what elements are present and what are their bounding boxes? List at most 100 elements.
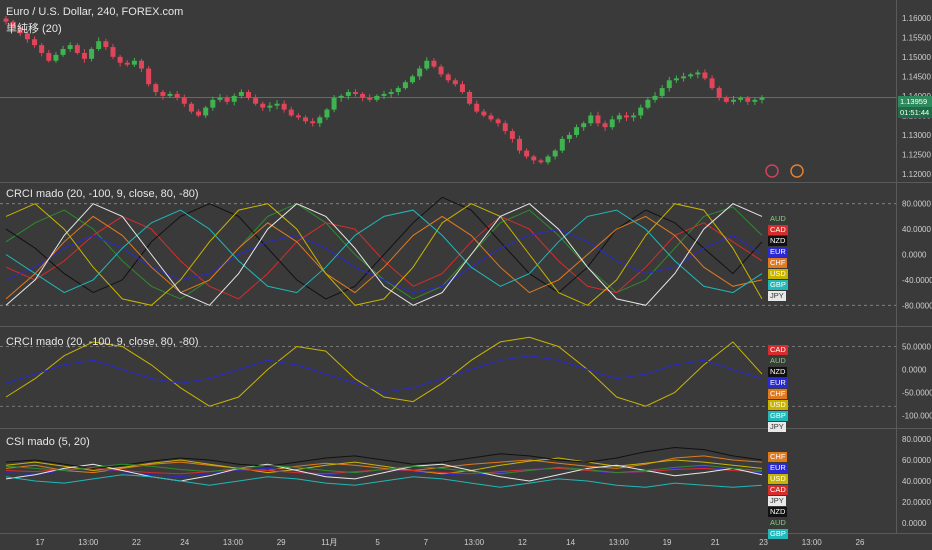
series-line-jpy [5,203,763,306]
time-axis-tick: 7 [424,538,429,547]
candle-body [652,95,658,100]
candle-body [146,68,152,85]
time-axis-tick: 23 [759,538,768,547]
candle-body [317,117,323,124]
candle-body [595,115,601,124]
candle-body [638,107,644,116]
currency-tag-jpy: JPY [768,422,786,432]
candle-body [281,103,287,110]
time-axis-tick: 11月 [321,538,337,547]
candle-body [46,52,52,61]
candle-body [210,99,216,108]
indicator-axis-tick: 0.0000 [902,519,927,528]
candle-body [167,93,173,96]
candle-body [388,92,394,94]
candle-body [381,93,387,96]
candle-body [67,45,73,50]
event-icon [790,164,804,178]
price-axis-tick: 1.14500 [902,72,931,81]
price-axis-tick: 1.13000 [902,131,931,140]
currency-tag-eur: EUR [768,247,788,257]
indicator-axis-tick: 80.0000 [902,200,931,209]
currency-tag-chf: CHF [768,389,788,399]
candle-body [153,84,159,92]
candle-body [338,95,344,98]
series-line-aud [5,463,763,475]
series-line-nzd [5,446,763,469]
candle-body [17,27,23,34]
candle-body [566,134,572,139]
candle-body [702,72,708,79]
currency-tag-jpy: JPY [768,496,786,506]
candle-body [260,103,266,108]
candle-body [139,60,145,69]
candle-body [89,49,95,59]
candle-body [181,97,187,104]
candle-body [267,105,273,108]
price-axis-tick: 1.12000 [902,170,931,179]
candle-body [424,60,430,69]
indicator-axis-tick: 60.0000 [902,456,931,465]
candle-body [410,76,416,83]
candle-body [103,41,109,48]
indicator-axis-tick: 40.0000 [902,225,931,234]
currency-tag-gbp: GBP [768,411,788,421]
candle-body [110,47,116,57]
price-axis-tick: 1.12500 [902,151,931,160]
indicator-axis-tick: 0.0000 [902,365,927,374]
candle-body [616,115,622,120]
indicator-axis-tick: -50.0000 [902,388,932,397]
crci-panel-2-title: CRCI mado (20, -100, 9, close, 80, -80) [6,336,199,348]
candle-body [196,111,202,116]
currency-tag-nzd: NZD [768,367,788,377]
candle-body [96,41,102,50]
candle-body [545,156,551,163]
candle-body [631,115,637,118]
candle-body [524,150,530,157]
currency-tag-nzd: NZD [768,507,788,517]
symbol-title: Euro / U.S. Dollar, 240, FOREX.com [6,6,184,18]
candle-body [452,80,458,85]
series-line-gbp [5,209,763,294]
csi-panel-title: CSI mado (5, 20) [6,436,90,448]
indicator-axis-tick: -100.0000 [902,411,932,420]
series-line-usd [5,203,763,306]
candle-body [445,74,451,81]
candle-body [531,156,537,161]
indicator-axis-tick: 20.0000 [902,498,931,507]
time-axis-tick: 26 [856,538,865,547]
candle-body [203,107,209,116]
currency-tag-jpy: JPY [768,291,786,301]
candle-body [231,95,237,102]
candle-body [659,88,665,96]
indicator-axis-tick: 0.0000 [902,251,927,260]
candle-body [24,33,30,40]
candle-body [32,39,38,46]
candle-body [609,119,615,128]
event-icon [765,164,779,178]
ma-indicator-title: 単純移 (20) [6,23,62,35]
candle-body [324,109,330,118]
candle-body [374,95,380,100]
last-price-label: 1.13959 [898,96,932,107]
series-line-eur [5,228,763,294]
series-line-usd [5,336,763,407]
price-axis-tick: 1.15500 [902,33,931,42]
currency-tag-eur: EUR [768,378,788,388]
candle-body [738,97,744,100]
currency-tag-usd: USD [768,474,788,484]
time-axis-tick: 19 [663,538,672,547]
candle-body [488,115,494,120]
candle-body [10,21,16,28]
candle-body [238,92,244,96]
candle-body [474,103,480,112]
candle-body [288,109,294,116]
candle-body [53,54,59,61]
currency-tag-gbp: GBP [768,280,788,290]
candle-body [588,115,594,124]
currency-tag-aud: AUD [768,214,788,224]
candle-body [509,131,515,139]
candle-body [559,138,565,151]
price-axis-tick: 1.15000 [902,53,931,62]
